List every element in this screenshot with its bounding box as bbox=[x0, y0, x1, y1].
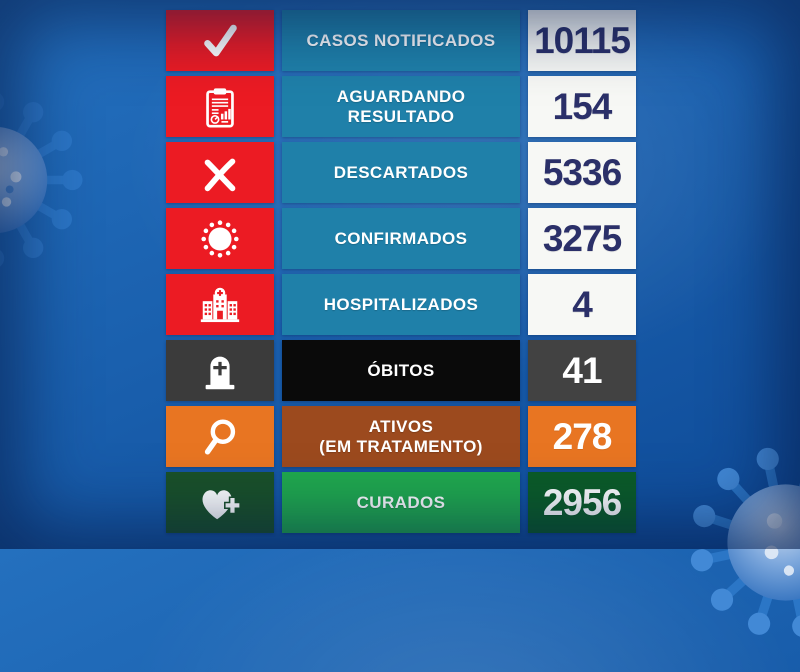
value-cell: 10115 bbox=[528, 10, 636, 71]
value-cell: 2956 bbox=[528, 472, 636, 533]
virus-icon bbox=[201, 219, 239, 258]
clipboard-report-icon bbox=[206, 87, 234, 128]
row-value: 2956 bbox=[542, 481, 622, 523]
value-cell: 41 bbox=[528, 340, 636, 401]
label-cell: CASOS NOTIFICADOS bbox=[282, 10, 520, 71]
row-label: CASOS NOTIFICADOS bbox=[306, 30, 496, 50]
icon-cell bbox=[166, 76, 274, 137]
icon-cell bbox=[166, 340, 274, 401]
row-label: CONFIRMADOS bbox=[334, 228, 468, 248]
row-label: CURADOS bbox=[356, 492, 446, 512]
label-cell: ATIVOS (EM TRATAMENTO) bbox=[282, 406, 520, 467]
row-label: ATIVOS (EM TRATAMENTO) bbox=[319, 417, 483, 456]
icon-cell bbox=[166, 406, 274, 467]
row-label: HOSPITALIZADOS bbox=[323, 294, 479, 314]
icon-cell bbox=[166, 472, 274, 533]
label-cell: DESCARTADOS bbox=[282, 142, 520, 203]
magnifier-icon bbox=[204, 418, 236, 455]
value-cell: 4 bbox=[528, 274, 636, 335]
hospital-icon bbox=[200, 287, 240, 322]
icon-cell bbox=[166, 208, 274, 269]
value-cell: 154 bbox=[528, 76, 636, 137]
label-cell: CONFIRMADOS bbox=[282, 208, 520, 269]
row-value: 10115 bbox=[534, 19, 631, 61]
icon-cell bbox=[166, 274, 274, 335]
row-label: AGUARDANDO RESULTADO bbox=[336, 87, 466, 126]
value-cell: 3275 bbox=[528, 208, 636, 269]
label-cell: CURADOS bbox=[282, 472, 520, 533]
x-mark-icon bbox=[204, 158, 236, 191]
row-label: DESCARTADOS bbox=[333, 162, 469, 182]
row-value: 41 bbox=[562, 349, 602, 391]
row-value: 154 bbox=[552, 85, 613, 127]
heart-plus-icon bbox=[202, 489, 241, 519]
label-cell: ÓBITOS bbox=[282, 340, 520, 401]
icon-cell bbox=[166, 142, 274, 203]
label-cell: AGUARDANDO RESULTADO bbox=[282, 76, 520, 137]
check-icon bbox=[204, 24, 237, 56]
stats-table: CASOS NOTIFICADOS 10115 AGUARDANDO RESULT… bbox=[166, 10, 636, 533]
row-value: 278 bbox=[552, 415, 613, 457]
coronavirus-illustration-bottom-right bbox=[690, 447, 800, 638]
icon-cell bbox=[166, 10, 274, 71]
row-value: 3275 bbox=[542, 217, 622, 259]
coronavirus-illustration-left bbox=[0, 93, 83, 267]
value-cell: 5336 bbox=[528, 142, 636, 203]
row-label: ÓBITOS bbox=[367, 360, 435, 380]
label-cell: HOSPITALIZADOS bbox=[282, 274, 520, 335]
tombstone-icon bbox=[205, 356, 235, 389]
row-value: 5336 bbox=[542, 151, 622, 193]
row-value: 4 bbox=[572, 283, 593, 325]
value-cell: 278 bbox=[528, 406, 636, 467]
